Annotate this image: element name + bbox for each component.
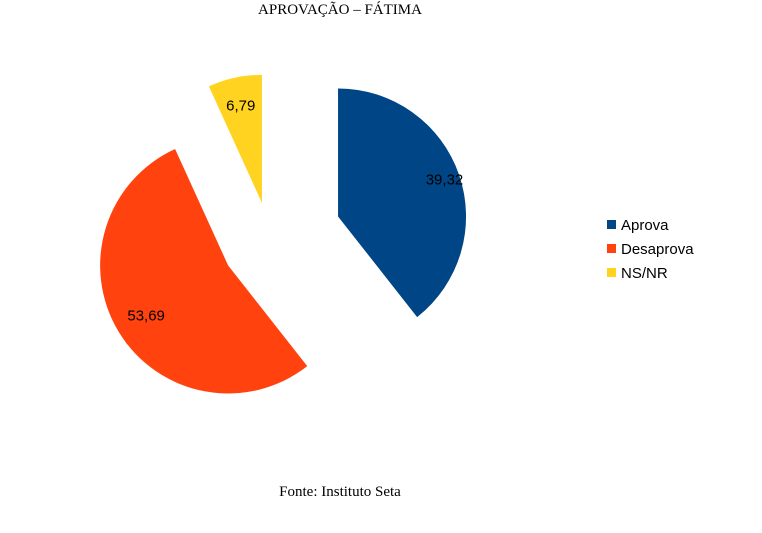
legend: Aprova Desaprova NS/NR bbox=[607, 217, 694, 282]
pie-slice-aprova bbox=[338, 88, 467, 318]
legend-label: Aprova bbox=[621, 217, 669, 234]
slice-value-label: 39,32 bbox=[426, 172, 464, 189]
source-note: Fonte: Instituto Seta bbox=[279, 484, 401, 500]
legend-swatch bbox=[607, 220, 616, 229]
slice-value-label: 53,69 bbox=[127, 307, 165, 324]
legend-label: NS/NR bbox=[621, 265, 668, 282]
legend-swatch bbox=[607, 244, 616, 253]
slice-value-label: 6,79 bbox=[226, 97, 255, 114]
slice-labels: 39,32 53,69 6,79 bbox=[127, 97, 463, 324]
legend-label: Desaprova bbox=[621, 241, 694, 258]
pie-slice-desaprova bbox=[100, 148, 308, 394]
legend-swatch bbox=[607, 268, 616, 277]
pie-slice-ns-nr bbox=[208, 74, 262, 203]
chart-title: APROVAÇÃO – FÁTIMA bbox=[258, 2, 422, 18]
pie-slices bbox=[100, 74, 467, 394]
